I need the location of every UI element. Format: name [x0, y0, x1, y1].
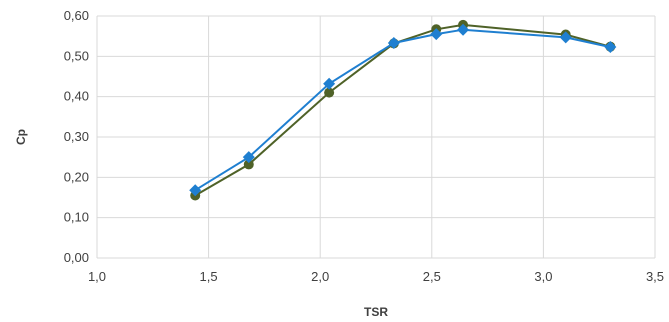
x-tick-label: 1,5	[200, 269, 218, 284]
series-1	[190, 19, 616, 201]
x-tick-label: 3,0	[534, 269, 552, 284]
data-point	[243, 159, 254, 170]
y-tick-label: 0,10	[64, 210, 89, 225]
axes: 0,00 0,10 0,20 0,30 0,40 0,50 0,60 1,0 1,5 2,0 2,5…	[64, 8, 664, 284]
y-tick-label: 0,60	[64, 8, 89, 23]
x-tick-label: 2,5	[423, 269, 441, 284]
y-tick-label: 0,40	[64, 89, 89, 104]
x-tick-label: 3,5	[646, 269, 664, 284]
y-tick-label: 0,00	[64, 250, 89, 265]
x-tick-label: 2,0	[311, 269, 329, 284]
data-point	[430, 28, 443, 41]
data-point	[189, 184, 202, 197]
data-point	[559, 31, 572, 44]
data-point	[242, 151, 255, 164]
x-axis-title: TSR	[364, 305, 388, 319]
data-point	[324, 87, 335, 98]
series-line	[194, 23, 611, 197]
y-tick-label: 0,30	[64, 129, 89, 144]
y-tick-label: 0,50	[64, 48, 89, 63]
data-point	[323, 77, 336, 90]
x-tick-label: 1,0	[88, 269, 106, 284]
data-point	[457, 23, 470, 36]
series-layer	[189, 19, 617, 201]
grid-lines	[96, 15, 656, 259]
data-point	[604, 41, 617, 54]
data-point	[387, 37, 400, 50]
y-axis-title: Cp	[14, 129, 28, 145]
y-tick-label: 0,20	[64, 169, 89, 184]
series-2	[189, 23, 617, 197]
series-line	[194, 28, 611, 192]
